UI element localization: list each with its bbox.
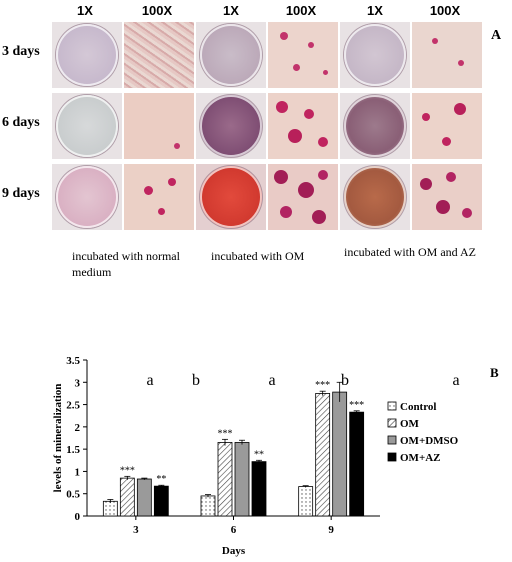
col-header-100x-omaz: 100X	[429, 3, 461, 18]
x-axis-label: Days	[222, 545, 246, 557]
x-tick-label: 3	[133, 524, 139, 536]
group-letter: a	[452, 372, 459, 389]
chart-bars	[102, 381, 365, 517]
x-tick-label: 9	[328, 524, 334, 536]
col-header-1x-omaz: 1X	[367, 3, 383, 18]
bar	[217, 442, 233, 517]
dish-omaz-3d	[340, 22, 410, 88]
col-header-1x-om: 1X	[223, 3, 239, 18]
y-tick-label: 1.5	[66, 444, 80, 456]
dish-om-6d	[196, 93, 266, 159]
bar	[119, 477, 135, 517]
mineralization-bar-chart: B 0 0.5 1 1.5 2 2.5 3 3.5 levels of mineralizati…	[52, 355, 499, 557]
micro-omaz-6d	[412, 93, 482, 159]
significance-mark: ***	[315, 380, 330, 391]
micro-omaz-9d	[412, 164, 482, 230]
dish-normal-3d	[52, 22, 122, 88]
group-letter: a	[146, 372, 153, 389]
panel-letter-b: B	[490, 365, 499, 380]
chart-axes: 0 0.5 1 1.5 2 2.5 3 3.5 levels of mineralization…	[52, 355, 380, 557]
row-label-3-days: 3 days	[2, 44, 40, 59]
bar	[251, 461, 267, 517]
legend-swatch	[387, 418, 397, 428]
significance-mark: ***	[218, 428, 233, 439]
col-header-1x-normal: 1X	[77, 3, 93, 18]
panel-letter-a: A	[491, 28, 502, 43]
bar	[332, 391, 348, 517]
legend-label: Control	[400, 401, 436, 413]
dish-omaz-9d	[340, 164, 410, 230]
y-tick-label: 2.5	[66, 400, 80, 412]
col-header-100x-normal: 100X	[141, 3, 173, 18]
caption-om-az: incubated with OM and AZ	[344, 245, 476, 259]
legend-label: OM	[400, 418, 420, 430]
legend-swatch	[387, 452, 397, 462]
legend-swatch	[387, 435, 397, 445]
micro-om-6d	[268, 93, 338, 159]
y-tick-label: 0	[75, 511, 81, 523]
legend-swatch	[387, 401, 397, 411]
bar	[315, 393, 331, 517]
group-letter: a	[268, 372, 275, 389]
y-tick-label: 1	[75, 466, 81, 478]
y-axis-label: levels of mineralization	[52, 384, 64, 493]
significance-mark: **	[254, 449, 264, 460]
dish-om-9d	[196, 164, 266, 230]
micro-om-9d	[268, 164, 338, 230]
y-tick-label: 3	[75, 377, 81, 389]
bar	[102, 500, 118, 517]
chart-annotations: ****************a b a b a	[120, 372, 460, 485]
x-tick-label: 6	[231, 524, 237, 536]
bar	[153, 485, 169, 517]
micro-normal-9d	[124, 164, 194, 230]
caption-normal-medium: incubated with normal medium	[72, 249, 180, 279]
y-tick-label: 3.5	[66, 355, 80, 367]
bar	[349, 411, 365, 517]
y-tick-label: 0.5	[66, 489, 80, 501]
group-letter: b	[341, 372, 349, 389]
col-header-100x-om: 100X	[285, 3, 317, 18]
caption-om: incubated with OM	[211, 249, 305, 263]
micro-om-3d	[268, 22, 338, 88]
significance-mark: ***	[120, 465, 135, 476]
chart-legend: Control OM OM+DMSO OM+AZ	[387, 401, 459, 464]
legend-label: OM+AZ	[400, 452, 441, 464]
dish-om-3d	[196, 22, 266, 88]
dish-normal-6d	[52, 93, 122, 159]
micro-normal-6d	[124, 93, 194, 159]
micro-normal-3d	[124, 22, 194, 88]
dish-omaz-6d	[340, 93, 410, 159]
legend-label: OM+DMSO	[400, 435, 459, 447]
micro-omaz-3d	[412, 22, 482, 88]
dish-normal-9d	[52, 164, 122, 230]
row-label-9-days: 9 days	[2, 186, 40, 201]
row-label-6-days: 6 days	[2, 115, 40, 130]
significance-mark: ***	[349, 400, 364, 411]
bar	[136, 478, 152, 517]
y-tick-label: 2	[75, 422, 81, 434]
bar	[200, 495, 216, 517]
bar	[298, 486, 314, 517]
significance-mark: **	[156, 474, 166, 485]
bar	[234, 442, 250, 517]
group-letter: b	[192, 372, 200, 389]
